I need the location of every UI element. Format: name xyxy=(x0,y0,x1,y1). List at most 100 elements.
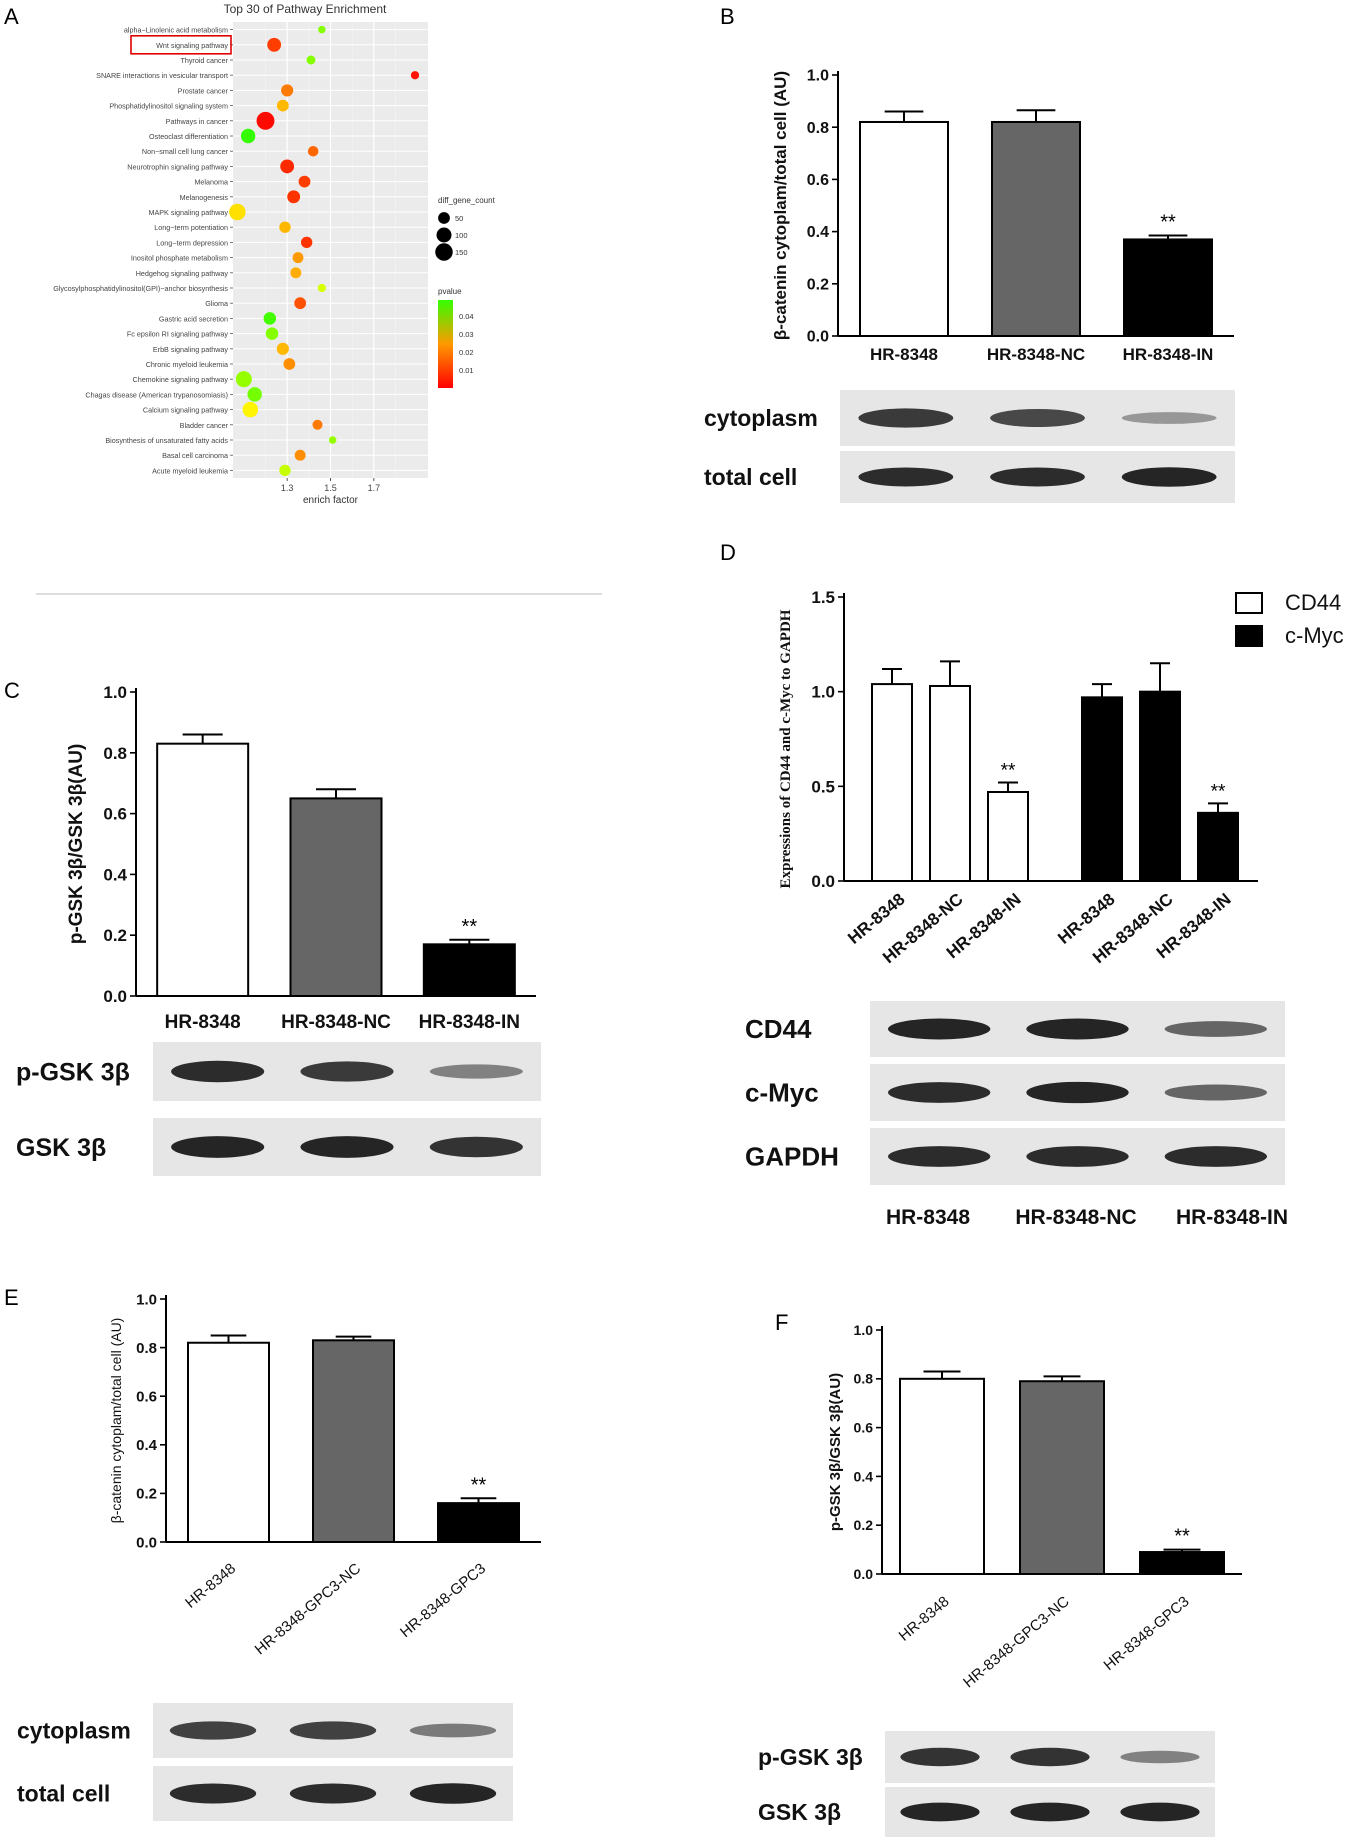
point-mapk-signaling-pathway xyxy=(229,203,246,221)
point-glioma xyxy=(294,297,307,310)
y-tick-label-1: 0.5 xyxy=(811,777,835,796)
y-tick-label-acute-myeloid-leukemia: Acute myeloid leukemia xyxy=(152,466,228,475)
y-tick-label-long-term-depression: Long−term depression xyxy=(156,238,228,247)
category-label-hr-8348-gpc3-nc: HR-8348-GPC3-NC xyxy=(252,1560,365,1658)
y-tick-label-osteoclast-differentiation: Osteoclast differentiation xyxy=(149,132,228,141)
blot-label-cytoplasm: cytoplasm xyxy=(17,1718,131,1744)
y-tick-label-glycosylphosphatidylinositol-gpi-anchor-biosynthesis: Glycosylphosphatidylinositol(GPI)−anchor… xyxy=(53,284,228,293)
significance-hr-8348-gpc3: ** xyxy=(471,1474,487,1496)
blot-band-gsk-3-2 xyxy=(300,1136,394,1158)
point-thyroid-cancer xyxy=(306,55,316,65)
bar-hr-8348-nc xyxy=(991,120,1081,338)
blot-label-p-gsk-3: p-GSK 3β xyxy=(758,1744,863,1770)
blot-band-p-gsk-3-2 xyxy=(1010,1747,1090,1767)
point-long-term-potentiation xyxy=(279,221,291,233)
blot-band-p-gsk-3-2 xyxy=(300,1061,394,1082)
y-tick-label-2: 0.4 xyxy=(136,1437,158,1454)
bar-hr-8348 xyxy=(859,120,949,338)
y-tick-label-4: 0.8 xyxy=(854,1371,874,1387)
blot-band-total-cell-2 xyxy=(990,467,1085,487)
point-biosynthesis-of-unsaturated-fatty-acids xyxy=(328,436,337,444)
significance-hr-8348-gpc3: ** xyxy=(1174,1526,1190,1548)
point-bladder-cancer xyxy=(312,419,323,430)
y-tick-label-0: 0.0 xyxy=(136,1534,157,1551)
bar-hr-8348-in xyxy=(1123,238,1213,337)
panel-letter-b: B xyxy=(720,4,735,29)
panel-letter-f: F xyxy=(775,1310,788,1335)
blot-label-gapdh: GAPDH xyxy=(745,1142,839,1172)
y-tick-label-long-term-potentiation: Long−term potentiation xyxy=(154,223,228,232)
point-melanoma xyxy=(298,175,311,188)
blot-band-total-cell-1 xyxy=(858,467,954,487)
significance-c-myc-hr-8348-in: ** xyxy=(1211,781,1226,802)
y-tick-label-thyroid-cancer: Thyroid cancer xyxy=(180,56,228,65)
size-legend-dot-150 xyxy=(435,243,453,261)
point-melanogenesis xyxy=(287,190,301,204)
blot-band-gsk-3-3 xyxy=(1120,1802,1200,1822)
point-acute-myeloid-leukemia xyxy=(279,464,291,477)
panel-c-bar-chart: 0.0 0.2 0.4 0.6 0.8 1.0 p-GSK 3β/GSK 3β(AU) HR-… xyxy=(16,683,541,1176)
y-tick-label-pathways-in-cancer: Pathways in cancer xyxy=(166,117,229,126)
blot-band-cytoplasm-1 xyxy=(169,1721,257,1740)
panel-letter-e: E xyxy=(4,1285,19,1310)
chart-title: Top 30 of Pathway Enrichment xyxy=(224,2,387,16)
y-tick-label-melanogenesis: Melanogenesis xyxy=(180,193,229,202)
point-snare-interactions-in-vesicular-transport xyxy=(410,71,420,80)
y-tick-label-erbb-signaling-pathway: ErbB signaling pathway xyxy=(153,345,229,354)
legend-swatch-cd44 xyxy=(1235,592,1263,614)
y-tick-label-snare-interactions-in-vesicular-transport: SNARE interactions in vesicular transpor… xyxy=(96,71,228,80)
y-tick-label-alpha-linolenic-acid-metabolism: alpha−Linolenic acid metabolism xyxy=(124,26,228,35)
category-label-hr-8348-nc: HR-8348-NC xyxy=(281,1012,391,1033)
category-label-hr-8348-nc: HR-8348-NC xyxy=(987,345,1085,364)
bar-hr-8348-nc xyxy=(289,797,383,998)
blot-label-gsk-3: GSK 3β xyxy=(758,1799,841,1825)
blot-band-cd44-1 xyxy=(887,1018,991,1040)
point-osteoclast-differentiation xyxy=(240,128,256,144)
color-legend-label-0-01: 0.01 xyxy=(459,366,474,375)
blot-band-gapdh-3 xyxy=(1164,1146,1268,1167)
point-fc-epsilon-ri-signaling-pathway xyxy=(265,327,279,340)
category-label-hr-8348: HR-8348 xyxy=(896,1593,953,1645)
significance-hr-8348-in: ** xyxy=(1160,212,1176,234)
bar-hr-8348-gpc3-nc xyxy=(1019,1380,1105,1575)
y-tick-label-neurotrophin-signaling-pathway: Neurotrophin signaling pathway xyxy=(127,162,228,171)
category-label-hr-8348: HR-8348 xyxy=(182,1560,239,1612)
panel-letters: A B C D E F xyxy=(4,4,788,1335)
blot-label-cytoplasm: cytoplasm xyxy=(704,405,818,431)
blot-band-p-gsk-3-1 xyxy=(171,1060,265,1083)
bar-hr-8348-gpc3 xyxy=(437,1502,520,1543)
y-tick-label-prostate-cancer: Prostate cancer xyxy=(178,86,229,95)
significance-hr-8348-in: ** xyxy=(462,916,478,938)
point-chemokine-signaling-pathway xyxy=(235,371,252,388)
size-legend-dot-50 xyxy=(438,212,450,224)
category-label-hr-8348-in: HR-8348-IN xyxy=(1123,345,1214,364)
bar-cd44-hr-8348 xyxy=(871,683,913,882)
blot-label-total-cell: total cell xyxy=(704,464,797,490)
y-tick-label-fc-epsilon-ri-signaling-pathway: Fc epsilon RI signaling pathway xyxy=(127,330,228,339)
point-long-term-depression xyxy=(300,236,313,249)
y-tick-label-2: 1.0 xyxy=(811,683,835,702)
blot-band-gsk-3-3 xyxy=(429,1136,523,1158)
blot-label-p-gsk-3: p-GSK 3β xyxy=(16,1058,130,1086)
panel-letter-a: A xyxy=(4,4,19,29)
blot-band-total-cell-1 xyxy=(169,1783,257,1804)
y-axis-label: β-catenin cytoplam/total cell (AU) xyxy=(108,1318,124,1524)
blot-band-c-myc-3 xyxy=(1164,1084,1268,1101)
y-tick-label-mapk-signaling-pathway: MAPK signaling pathway xyxy=(148,208,228,217)
color-legend-label-0-03: 0.03 xyxy=(459,330,474,339)
y-tick-label-chagas-disease-american-trypanosomiasis: Chagas disease (American trypanosomiasis… xyxy=(85,390,228,399)
blot-band-cd44-3 xyxy=(1164,1021,1268,1037)
blot-label-total-cell: total cell xyxy=(17,1781,110,1807)
y-tick-label-3: 1.5 xyxy=(811,588,835,607)
y-tick-label-basal-cell-carcinoma: Basal cell carcinoma xyxy=(162,451,228,460)
y-tick-label-4: 0.8 xyxy=(807,120,829,137)
y-tick-label-chemokine-signaling-pathway: Chemokine signaling pathway xyxy=(133,375,229,384)
y-tick-label-wnt-signaling-pathway: Wnt signaling pathway xyxy=(156,41,228,50)
x-tick-label-0: 1.3 xyxy=(281,483,294,493)
point-calcium-signaling-pathway xyxy=(242,401,259,418)
color-legend-bar xyxy=(438,300,453,388)
y-tick-label-non-small-cell-lung-cancer: Non−small cell lung cancer xyxy=(142,147,229,156)
point-wnt-signaling-pathway xyxy=(267,37,282,52)
legend-label-cd44: CD44 xyxy=(1285,590,1341,615)
bar-hr-8348-in xyxy=(422,943,516,998)
